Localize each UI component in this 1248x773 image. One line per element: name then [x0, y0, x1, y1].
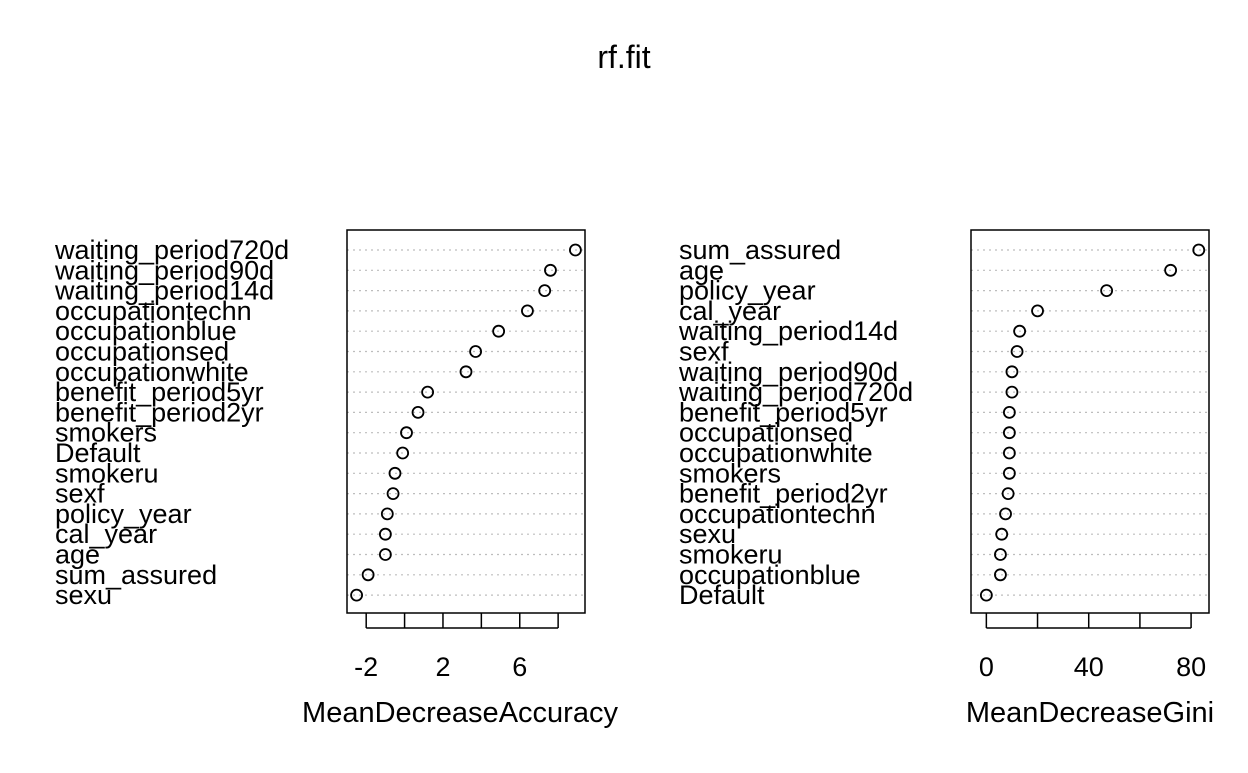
data-point [1031, 304, 1044, 318]
category-label: waiting_period14d [54, 276, 274, 306]
category-label: waiting_period90d [678, 357, 898, 387]
category-label: sum_assured [55, 560, 217, 590]
category-label: occupationblue [55, 316, 237, 346]
data-point [995, 527, 1009, 541]
x-axis-label: MeanDecreaseAccuracy [302, 697, 618, 729]
data-point [492, 324, 506, 338]
data-point [1013, 324, 1027, 338]
x-tick-label: 40 [1074, 652, 1104, 682]
category-label: age [55, 540, 100, 570]
category-label: benefit_period2yr [55, 397, 264, 427]
category-label: occupationtechn [679, 499, 876, 529]
data-point [411, 405, 425, 419]
data-point [1002, 466, 1016, 480]
category-label: sexu [679, 519, 736, 549]
category-label: occupationsed [55, 337, 229, 367]
category-label: occupationsed [679, 418, 853, 448]
category-label: Default [55, 438, 141, 468]
category-label: cal_year [679, 296, 781, 326]
data-point [1001, 487, 1015, 501]
data-point [994, 548, 1007, 561]
data-point [396, 446, 410, 460]
data-point [1100, 284, 1114, 298]
x-tick-label: 6 [512, 652, 527, 682]
data-point [1164, 263, 1178, 277]
category-label: sexf [55, 479, 105, 509]
data-point [538, 284, 552, 298]
x-axis-label: MeanDecreaseGini [966, 697, 1214, 729]
panel-mean-decrease-accuracy: waiting_period720dwaiting_period90dwaiti… [54, 229, 618, 729]
data-point [1192, 243, 1206, 257]
category-label: sexu [55, 580, 112, 610]
data-point [421, 385, 435, 399]
x-tick-label: 2 [435, 652, 450, 682]
category-label: occupationwhite [679, 438, 873, 468]
x-tick-label: -2 [354, 652, 378, 682]
category-label: cal_year [55, 519, 157, 549]
category-label: smokeru [679, 540, 783, 570]
category-label: waiting_period720d [678, 377, 913, 407]
data-point [999, 507, 1012, 521]
category-label: benefit_period2yr [679, 479, 888, 509]
category-label: Default [679, 580, 765, 610]
data-point [544, 263, 557, 277]
category-label: smokers [679, 458, 781, 488]
data-point [521, 304, 534, 318]
data-point [459, 365, 473, 379]
data-point [569, 243, 582, 257]
data-point [378, 548, 392, 561]
category-label: occupationtechn [55, 296, 252, 326]
data-point [388, 466, 402, 480]
data-point [1010, 345, 1024, 358]
data-point [1005, 365, 1019, 379]
data-point [386, 487, 400, 501]
data-point [979, 588, 993, 602]
data-point [361, 568, 375, 582]
data-point [400, 426, 413, 440]
category-label: policy_year [679, 276, 816, 306]
data-point [1002, 405, 1016, 419]
category-label: waiting_period14d [678, 316, 898, 346]
chart-title: rf.fit [597, 39, 650, 75]
data-point [469, 345, 482, 358]
data-point [1002, 446, 1016, 460]
category-label: smokeru [55, 458, 159, 488]
data-point [380, 507, 394, 521]
category-label: occupationblue [679, 560, 861, 590]
plot-frame [346, 229, 586, 614]
data-point [350, 588, 363, 602]
category-label: waiting_period720d [54, 235, 289, 265]
category-label: policy_year [55, 499, 192, 529]
data-point [378, 527, 392, 541]
data-point [1002, 426, 1016, 440]
plot-frame [970, 229, 1210, 614]
category-label: benefit_period5yr [55, 377, 264, 407]
x-tick-label: 80 [1176, 652, 1206, 682]
panel-mean-decrease-gini: sum_assuredagepolicy_yearcal_yearwaiting… [678, 229, 1214, 729]
category-label: waiting_period90d [54, 255, 274, 285]
data-point [994, 568, 1007, 582]
category-label: smokers [55, 418, 157, 448]
category-label: occupationwhite [55, 357, 249, 387]
category-label: sum_assured [679, 235, 841, 265]
x-tick-label: 0 [979, 652, 994, 682]
category-label: benefit_period5yr [679, 397, 888, 427]
category-label: sexf [679, 337, 729, 367]
category-label: age [679, 255, 724, 285]
data-point [1005, 385, 1019, 399]
